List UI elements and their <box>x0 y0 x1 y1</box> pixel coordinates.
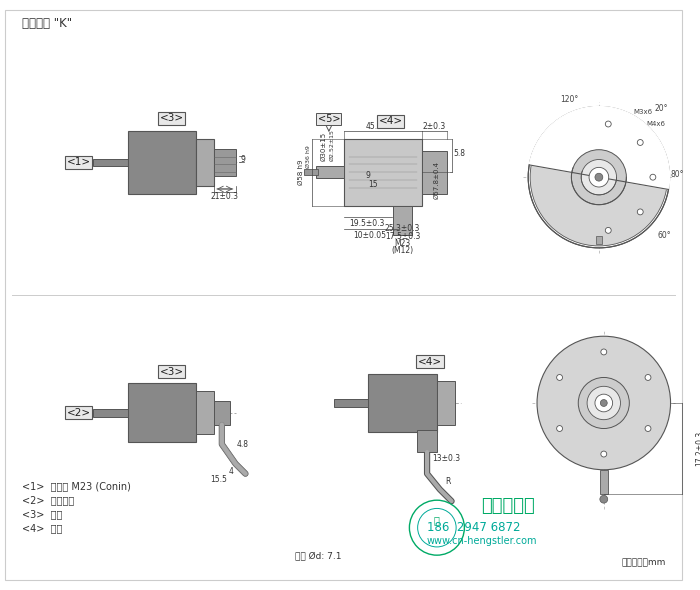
Text: <3>: <3> <box>160 113 184 123</box>
Text: 德: 德 <box>434 515 440 525</box>
Text: 34/20: 34/20 <box>589 112 609 117</box>
Bar <box>393 206 412 235</box>
Circle shape <box>637 209 643 215</box>
Text: M23: M23 <box>394 240 411 248</box>
Circle shape <box>645 425 651 431</box>
Circle shape <box>530 109 668 246</box>
Text: 5.8: 5.8 <box>454 149 466 158</box>
Circle shape <box>528 107 670 248</box>
Circle shape <box>595 173 603 181</box>
Text: 25.3±0.3: 25.3±0.3 <box>385 224 420 232</box>
Bar <box>417 431 437 452</box>
Bar <box>93 409 127 417</box>
Text: 9: 9 <box>240 155 245 164</box>
Bar <box>127 131 197 194</box>
Bar <box>304 169 318 175</box>
Circle shape <box>606 227 611 233</box>
Text: 20°: 20° <box>655 104 668 113</box>
Circle shape <box>645 375 651 381</box>
Bar <box>422 150 447 194</box>
Wedge shape <box>529 107 670 189</box>
Circle shape <box>556 375 563 381</box>
Bar <box>596 236 602 244</box>
Text: 15: 15 <box>368 179 378 189</box>
Text: M4x6: M4x6 <box>646 121 665 127</box>
Text: 17.2±0.3: 17.2±0.3 <box>696 431 700 466</box>
Circle shape <box>537 336 671 470</box>
Bar <box>127 384 197 442</box>
Bar <box>437 381 454 425</box>
Text: 2±0.3: 2±0.3 <box>422 122 446 130</box>
Bar <box>197 391 214 434</box>
Circle shape <box>578 378 629 428</box>
Circle shape <box>637 139 643 145</box>
Text: 西安德伍拓: 西安德伍拓 <box>481 497 535 515</box>
Text: <4>: <4> <box>379 116 402 126</box>
Text: Ø58 h9: Ø58 h9 <box>298 159 303 185</box>
Bar <box>600 470 608 494</box>
Circle shape <box>600 495 608 503</box>
Text: <3>: <3> <box>160 366 184 376</box>
Circle shape <box>601 399 607 407</box>
Circle shape <box>581 159 617 195</box>
Text: www.cn-hengstler.com: www.cn-hengstler.com <box>427 536 538 546</box>
Text: R: R <box>445 477 450 486</box>
Text: 19.5±0.3: 19.5±0.3 <box>349 219 385 228</box>
Text: 电缆 Ød: 7.1: 电缆 Ød: 7.1 <box>295 551 341 560</box>
Text: 10±0.05: 10±0.05 <box>354 231 386 240</box>
Text: 45.5±0.3: 45.5±0.3 <box>365 122 400 130</box>
Text: M3x6: M3x6 <box>634 109 652 116</box>
Circle shape <box>650 174 656 180</box>
Bar <box>334 399 368 407</box>
Text: <4>: <4> <box>418 357 442 367</box>
Text: 13±0.3: 13±0.3 <box>433 454 461 464</box>
Circle shape <box>601 349 607 355</box>
Circle shape <box>606 121 611 127</box>
Text: Ø57.8±0.4: Ø57.8±0.4 <box>434 161 440 199</box>
Bar <box>197 139 214 186</box>
Circle shape <box>556 425 563 431</box>
Bar <box>344 139 422 206</box>
Text: 9: 9 <box>365 171 370 180</box>
Text: 夹紧法兰 "K": 夹紧法兰 "K" <box>22 17 71 30</box>
Circle shape <box>571 150 626 205</box>
Text: 4.8: 4.8 <box>237 440 248 449</box>
Bar <box>214 401 230 425</box>
Text: 120°: 120° <box>560 94 579 104</box>
Text: <2>: <2> <box>66 408 90 418</box>
Circle shape <box>587 386 620 419</box>
Text: <1>: <1> <box>66 158 90 168</box>
Text: 60°: 60° <box>658 231 671 240</box>
Text: <5>: <5> <box>318 114 340 124</box>
Text: 80°: 80° <box>671 170 684 179</box>
Circle shape <box>601 451 607 457</box>
Text: 21±0.3: 21±0.3 <box>211 192 239 201</box>
Text: Ø2.52±15: Ø2.52±15 <box>329 129 335 160</box>
Bar <box>316 166 344 178</box>
Bar <box>368 373 437 432</box>
Text: <1>  连接器 M23 (Conin): <1> 连接器 M23 (Conin) <box>22 481 130 491</box>
Text: 尺寸单位：mm: 尺寸单位：mm <box>622 558 666 567</box>
Text: (M12): (M12) <box>391 246 414 255</box>
Text: 4: 4 <box>228 467 233 476</box>
Text: <4>  径向: <4> 径向 <box>22 523 62 533</box>
Text: 186  2947 6872: 186 2947 6872 <box>427 521 521 534</box>
Circle shape <box>589 168 609 187</box>
Bar <box>93 159 127 166</box>
Text: Ø30±15: Ø30±15 <box>321 132 327 161</box>
Circle shape <box>595 394 612 412</box>
Text: 15.5: 15.5 <box>211 475 228 484</box>
Bar <box>214 149 236 176</box>
Text: Ø36 h9: Ø36 h9 <box>306 145 311 168</box>
Text: <2>  连接电缆: <2> 连接电缆 <box>22 495 74 505</box>
Text: 17.5±0.3: 17.5±0.3 <box>385 232 420 241</box>
Text: <3>  轴向: <3> 轴向 <box>22 509 62 519</box>
